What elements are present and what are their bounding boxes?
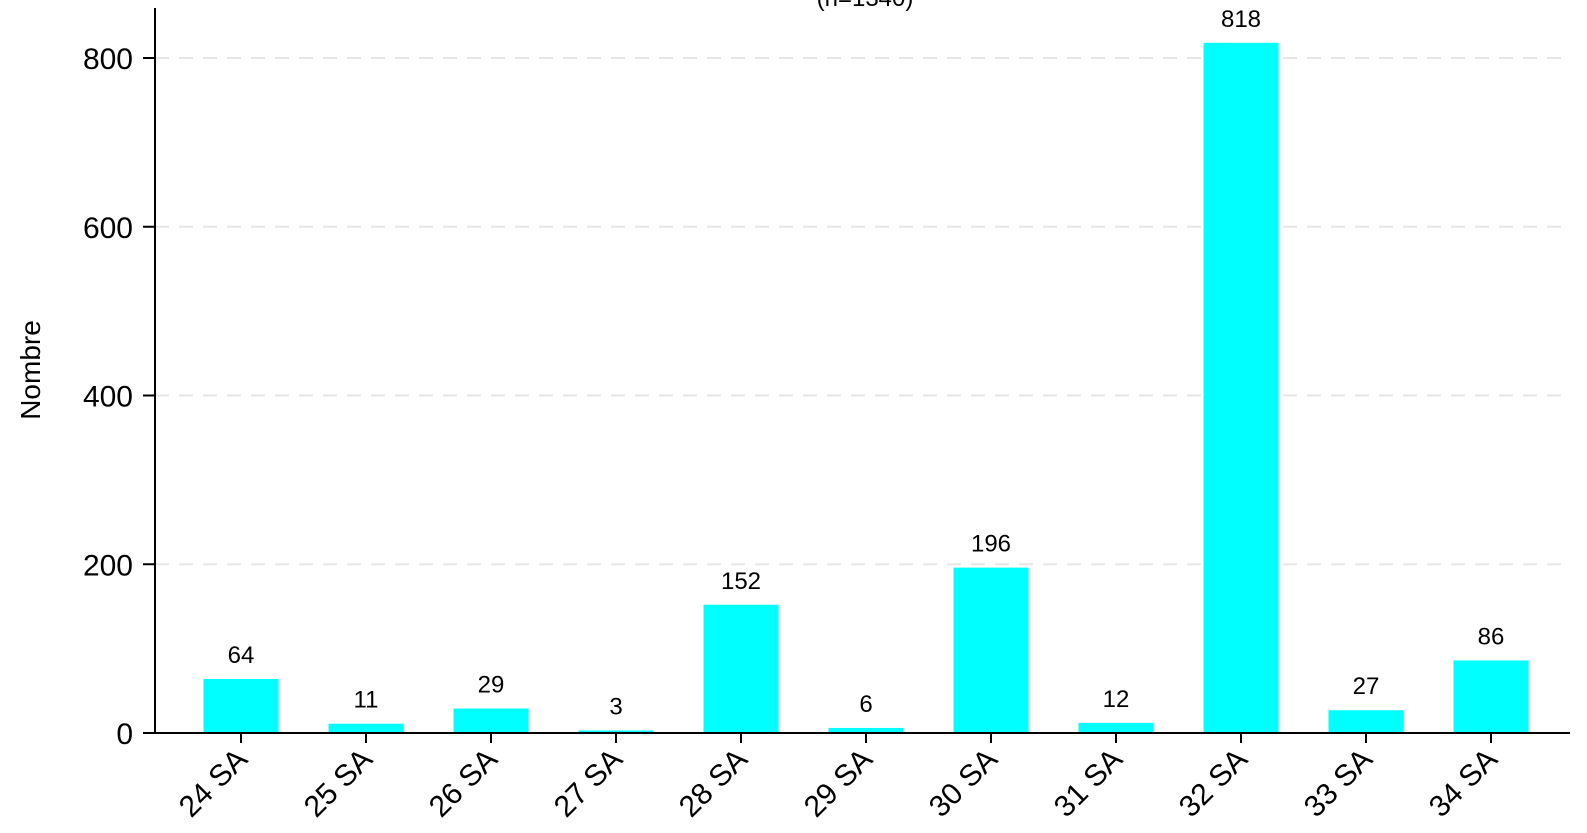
chart-subtitle: (n=1340)	[817, 0, 914, 12]
y-tick-label: 600	[83, 212, 133, 245]
x-tick-label: 31 SA	[1048, 743, 1129, 824]
data-label: 196	[971, 531, 1011, 558]
data-label: 12	[1103, 686, 1130, 713]
data-label: 86	[1478, 623, 1505, 650]
x-tick-label: 26 SA	[423, 743, 504, 824]
x-tick-label: 27 SA	[548, 743, 629, 824]
data-label: 11	[354, 687, 379, 714]
bar	[704, 605, 779, 733]
x-tick-label: 25 SA	[298, 743, 379, 824]
y-axis-ticks: 0 200 400 600 800	[83, 43, 155, 751]
bar	[1454, 660, 1529, 733]
x-tick-label: 30 SA	[923, 743, 1004, 824]
y-tick-label: 200	[83, 549, 133, 582]
x-tick-label: 33 SA	[1298, 743, 1379, 824]
gridlines	[155, 58, 1570, 564]
data-label: 29	[478, 672, 505, 699]
bars	[204, 43, 1529, 733]
y-tick-label: 800	[83, 43, 133, 76]
data-label: 3	[609, 693, 622, 720]
x-tick-label: 24 SA	[173, 743, 254, 824]
bar	[1329, 710, 1404, 733]
bar	[329, 724, 404, 733]
bar	[204, 679, 279, 733]
bar	[1079, 723, 1154, 733]
data-labels: 64 11 29 3 152 6 196 12 818 27 86	[228, 6, 1505, 721]
bar	[954, 568, 1029, 733]
bar	[454, 709, 529, 733]
data-label: 152	[721, 568, 761, 595]
bar	[1204, 43, 1279, 733]
x-tick-label: 32 SA	[1173, 743, 1254, 824]
x-tick-label: 28 SA	[673, 743, 754, 824]
x-axis-ticks: 24 SA 25 SA 26 SA 27 SA 28 SA 29 SA 30 SA 31 SA…	[173, 733, 1504, 824]
data-label: 64	[228, 642, 255, 669]
x-tick-label: 34 SA	[1423, 743, 1504, 824]
data-label: 27	[1353, 673, 1380, 700]
data-label: 6	[859, 691, 872, 718]
data-label: 818	[1221, 6, 1261, 33]
y-axis-title: Nombre	[15, 320, 46, 420]
y-tick-label: 0	[116, 718, 133, 751]
x-tick-label: 29 SA	[798, 743, 879, 824]
y-tick-label: 400	[83, 381, 133, 414]
